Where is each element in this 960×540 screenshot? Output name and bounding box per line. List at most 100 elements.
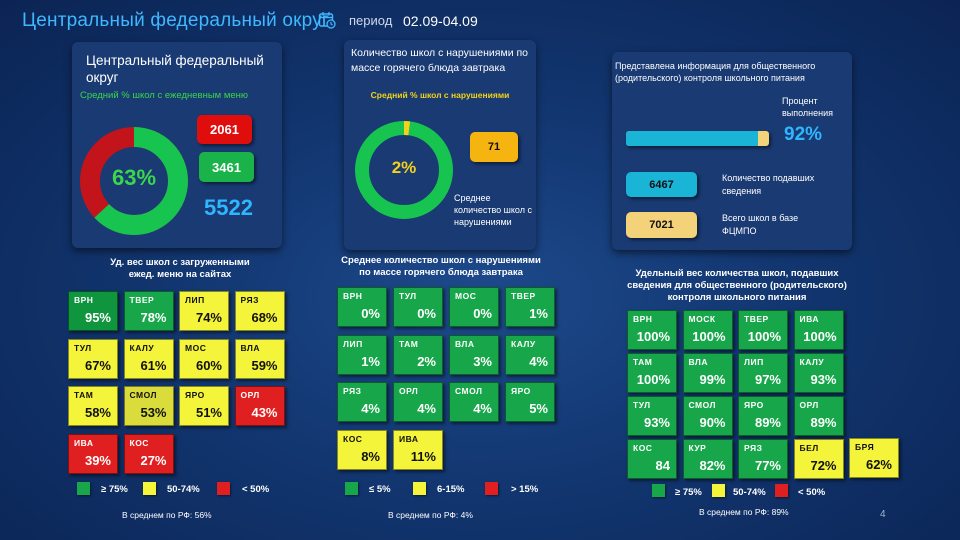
- region-code: КОС: [633, 443, 653, 453]
- violations-note: Среднее количество школ с нарушениями: [454, 193, 532, 227]
- region-tile: БРЯ 62%: [849, 438, 899, 478]
- legend1-red-swatch: [217, 482, 230, 495]
- section2-caption: Среднее количество школ с нарушениями по…: [341, 255, 541, 278]
- region-code: ТАМ: [74, 390, 94, 400]
- region-value: 2%: [417, 353, 436, 369]
- legend2-yellow-label: 6-15%: [437, 484, 465, 495]
- region-value: 89%: [754, 415, 781, 430]
- region-value: 4%: [417, 401, 436, 416]
- region-code: ЛИП: [185, 295, 205, 305]
- region-tile: СМОЛ 4%: [449, 382, 499, 422]
- period-value: 02.09-04.09: [403, 13, 478, 29]
- region-code: РЯЗ: [744, 443, 763, 453]
- region-value: 0%: [361, 306, 380, 321]
- section1-caption: Уд. вес школ с загруженными ежед. меню н…: [110, 257, 250, 280]
- region-value: 93%: [643, 415, 670, 430]
- region-tile: КАЛУ 93%: [793, 353, 844, 393]
- panel2-title: Количество школ с нарушениями по массе г…: [351, 47, 529, 74]
- region-tile: КОС 27%: [123, 433, 174, 474]
- region-code: ИВА: [399, 433, 419, 444]
- region-code: КУР: [688, 443, 707, 453]
- total-db-label: Всего школ в базе ФЦМПО: [722, 213, 799, 236]
- region-value: 58%: [84, 405, 111, 420]
- region-code: СМОЛ: [688, 400, 716, 410]
- region-value: 100%: [803, 329, 837, 344]
- region-tile: ЯРО 51%: [179, 386, 229, 426]
- region-tile: ТУЛ 93%: [627, 396, 677, 436]
- section1-average: В среднем по РФ: 56%: [122, 510, 212, 520]
- legend3-green-label: ≥ 75%: [675, 487, 702, 498]
- region-value: 100%: [747, 329, 781, 344]
- region-code: ИВА: [799, 314, 819, 324]
- legend2-green-label: ≤ 5%: [369, 484, 391, 495]
- region-value: 93%: [810, 372, 837, 387]
- legend2-red-label: > 15%: [511, 484, 539, 495]
- region-tile: ОРЛ 4%: [393, 382, 443, 422]
- violations-count-badge: 71: [470, 132, 518, 162]
- region-value: 78%: [140, 310, 167, 325]
- region-tile: ТУЛ 67%: [68, 338, 118, 379]
- region-code: ТУЛ: [74, 342, 92, 353]
- region-value: 5%: [529, 401, 548, 416]
- region-code: КОС: [129, 437, 149, 448]
- violations-percent: 2%: [391, 158, 417, 177]
- region-tile: ИВА 100%: [793, 310, 844, 350]
- region-value: 100%: [636, 372, 670, 387]
- region-tile: СМОЛ 53%: [123, 386, 174, 426]
- legend1-green-label: ≥ 75%: [101, 484, 128, 495]
- region-code: ВРН: [343, 291, 363, 301]
- region-tile: КУР 82%: [682, 439, 733, 479]
- region-value: 100%: [692, 329, 726, 344]
- region-tile: КОС 84: [627, 439, 677, 479]
- legend1-yellow-label: 50-74%: [167, 484, 200, 495]
- region-value: 3%: [473, 353, 492, 369]
- period-label: период: [349, 13, 393, 28]
- region-tile: ТВЕР 100%: [738, 310, 788, 350]
- panel1-title: Центральный федеральный округ: [86, 53, 264, 85]
- progress-fill: [626, 131, 758, 146]
- calendar-icon: [318, 12, 336, 29]
- region-value: 1%: [361, 353, 380, 369]
- region-code: КАЛУ: [799, 357, 825, 367]
- region-value: 4%: [361, 401, 380, 416]
- region-code: БЕЛ: [799, 443, 819, 453]
- region-value: 90%: [699, 415, 726, 430]
- region-tile: ИВА 11%: [393, 429, 443, 470]
- region-value: 11%: [410, 448, 436, 464]
- region-tile: ТУЛ 0%: [393, 287, 443, 327]
- region-value: 89%: [810, 415, 837, 430]
- region-value: 84: [655, 458, 670, 473]
- region-value: 95%: [84, 310, 111, 325]
- section3-caption: Удельный вес количества школ, подавших с…: [627, 268, 847, 303]
- region-tile: ТАМ 100%: [627, 353, 677, 393]
- region-tile: ЛИП 1%: [337, 334, 387, 375]
- legend1-yellow-swatch: [143, 482, 156, 495]
- region-code: ОРЛ: [799, 400, 819, 410]
- legend3-yellow-label: 50-74%: [733, 487, 766, 498]
- region-tile: ВРН 100%: [627, 310, 677, 350]
- region-tile: ЯРО 89%: [738, 396, 788, 436]
- region-tile: МОС 0%: [449, 287, 499, 327]
- region-tile: КАЛУ 4%: [505, 334, 555, 375]
- legend3-red-swatch: [775, 484, 788, 497]
- region-value: 100%: [636, 329, 670, 344]
- legend3-red-label: < 50%: [798, 487, 826, 498]
- region-code: ВЛА: [240, 342, 261, 353]
- section3-average: В среднем по РФ: 89%: [699, 507, 789, 517]
- region-code: БРЯ: [855, 442, 875, 452]
- region-value: 97%: [754, 372, 781, 387]
- region-code: ЛИП: [744, 357, 764, 367]
- percent-label: Процент выполнения: [782, 96, 834, 118]
- region-code: ВЛА: [688, 357, 709, 367]
- region-tile: ТВЕР 1%: [505, 287, 555, 327]
- section2-average: В среднем по РФ: 4%: [388, 510, 473, 520]
- region-code: ЛИП: [343, 338, 363, 349]
- region-value: 99%: [699, 372, 726, 387]
- legend2-yellow-swatch: [413, 482, 426, 495]
- region-value: 0%: [417, 306, 436, 321]
- region-tile: ВРН 0%: [337, 287, 387, 327]
- region-tile: ВЛА 59%: [234, 338, 285, 379]
- region-code: ВРН: [74, 295, 94, 305]
- region-tile: ВРН 95%: [68, 291, 118, 331]
- region-value: 82%: [699, 458, 726, 473]
